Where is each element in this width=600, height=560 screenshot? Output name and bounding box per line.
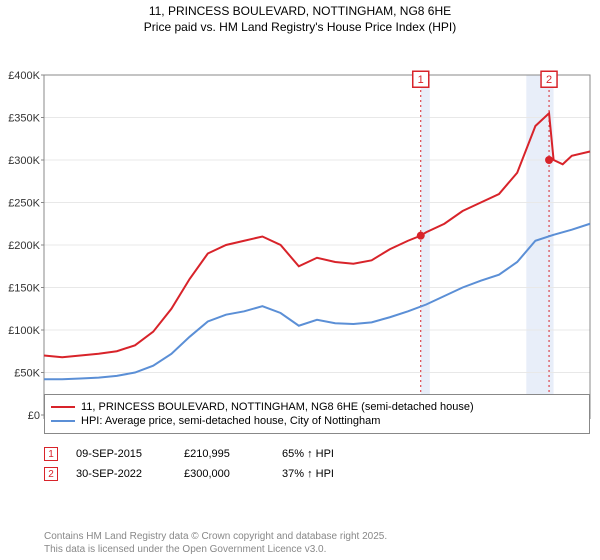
y-tick-label: £350K bbox=[8, 113, 40, 125]
marker-number: 1 bbox=[418, 74, 424, 86]
footer-line-1: Contains HM Land Registry data © Crown c… bbox=[44, 530, 387, 543]
y-tick-label: £400K bbox=[8, 70, 40, 82]
transaction-diff: 65% ↑ HPI bbox=[282, 448, 382, 460]
y-tick-label: £50K bbox=[14, 368, 40, 380]
marker-number: 2 bbox=[546, 74, 552, 86]
series-hpi bbox=[44, 224, 590, 380]
transaction-date: 09-SEP-2015 bbox=[76, 448, 166, 460]
legend-row-hpi: HPI: Average price, semi-detached house,… bbox=[51, 415, 583, 427]
marker-dot bbox=[545, 156, 553, 164]
legend: 11, PRINCESS BOULEVARD, NOTTINGHAM, NG8 … bbox=[44, 394, 590, 434]
legend-row-property: 11, PRINCESS BOULEVARD, NOTTINGHAM, NG8 … bbox=[51, 401, 583, 413]
transaction-marker: 2 bbox=[44, 467, 58, 481]
y-tick-label: £250K bbox=[8, 198, 40, 210]
transaction-diff: 37% ↑ HPI bbox=[282, 468, 382, 480]
footer-line-2: This data is licensed under the Open Gov… bbox=[44, 543, 387, 556]
transaction-date: 30-SEP-2022 bbox=[76, 468, 166, 480]
chart-area: £0 £50K £100K £150K £200K £250K £300K £350K £400… bbox=[0, 35, 600, 423]
y-tick-label: £150K bbox=[8, 283, 40, 295]
chart-title: 11, PRINCESS BOULEVARD, NOTTINGHAM, NG8 … bbox=[0, 0, 600, 35]
y-tick-label: £200K bbox=[8, 240, 40, 252]
legend-swatch bbox=[51, 406, 75, 408]
line-chart-svg: £0 £50K £100K £150K £200K £250K £300K £350K £400… bbox=[0, 35, 600, 423]
legend-label: 11, PRINCESS BOULEVARD, NOTTINGHAM, NG8 … bbox=[81, 401, 474, 413]
y-tick-label: £0 bbox=[28, 410, 40, 422]
legend-label: HPI: Average price, semi-detached house,… bbox=[81, 415, 380, 427]
transaction-row: 1 09-SEP-2015 £210,995 65% ↑ HPI bbox=[44, 444, 382, 464]
transaction-price: £210,995 bbox=[184, 448, 264, 460]
transaction-row: 2 30-SEP-2022 £300,000 37% ↑ HPI bbox=[44, 464, 382, 484]
title-line-2: Price paid vs. HM Land Registry's House … bbox=[0, 20, 600, 36]
legend-swatch bbox=[51, 420, 75, 422]
y-tick-label: £100K bbox=[8, 325, 40, 337]
transaction-price: £300,000 bbox=[184, 468, 264, 480]
footer-attribution: Contains HM Land Registry data © Crown c… bbox=[44, 530, 387, 556]
y-tick-label: £300K bbox=[8, 155, 40, 167]
marker-dot bbox=[417, 232, 425, 240]
transaction-marker: 1 bbox=[44, 447, 58, 461]
title-line-1: 11, PRINCESS BOULEVARD, NOTTINGHAM, NG8 … bbox=[0, 4, 600, 20]
transaction-table: 1 09-SEP-2015 £210,995 65% ↑ HPI 2 30-SEP-202… bbox=[44, 444, 382, 484]
